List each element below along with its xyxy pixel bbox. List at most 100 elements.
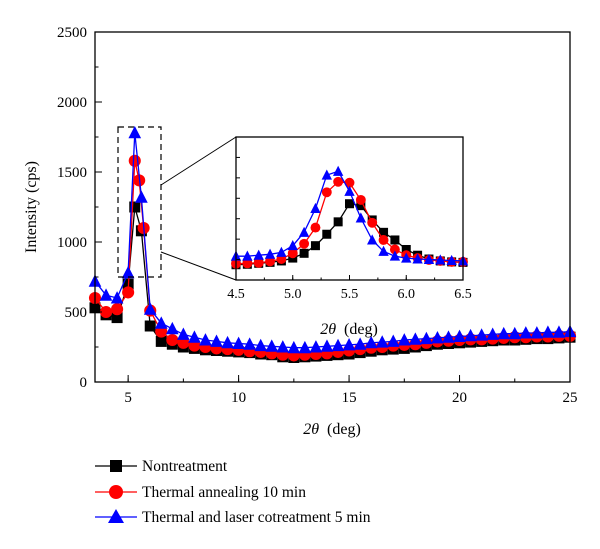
main-data-point — [442, 330, 455, 343]
main-data-point — [331, 338, 345, 352]
main-data-point — [287, 340, 301, 354]
main-x-tick-label: 25 — [563, 390, 578, 406]
inset-axis-ticks: 4.5 5.0 5.5 6.0 6.5 — [227, 156, 472, 302]
inset-data-point — [253, 249, 264, 260]
inset-data-point — [253, 257, 264, 268]
zoom-region-box — [117, 126, 162, 278]
main-data-point — [122, 286, 135, 299]
main-data-point — [135, 190, 148, 203]
inset-data-point — [390, 235, 400, 245]
legend-square-marker — [110, 460, 122, 472]
inset-data-point — [310, 222, 321, 233]
inset-data-point — [389, 244, 400, 255]
main-data-point — [188, 330, 201, 343]
main-data-point — [519, 326, 533, 339]
inset-data-point — [298, 226, 310, 237]
inset-series-group — [230, 165, 469, 270]
inset-data-point — [378, 245, 389, 256]
inset-data-point — [299, 238, 310, 249]
legend-item-nontreatment: Nontreatment — [95, 458, 228, 475]
x-axis-symbol: 2θ — [303, 421, 319, 438]
main-axis-ticks: 5 10 15 20 25 0 500 1000 1500 2000 2500 — [57, 25, 578, 406]
main-data-point — [111, 312, 123, 324]
inset-data-point — [276, 246, 287, 257]
inset-data-point — [401, 244, 411, 254]
main-data-point — [265, 339, 279, 352]
main-y-tick-label: 1000 — [57, 235, 87, 251]
legend: Nontreatment Thermal annealing 10 min Th… — [95, 458, 371, 526]
main-plot-area: 5 10 15 20 25 0 500 1000 1500 2000 2500 Intensity … — [23, 25, 578, 438]
main-data-point — [530, 326, 544, 339]
main-data-point — [431, 331, 444, 344]
inset-data-point — [355, 194, 366, 205]
inset-data-point — [299, 248, 309, 258]
inset-x-tick-label: 6.5 — [454, 287, 472, 302]
main-data-point — [541, 325, 555, 338]
inset-data-point — [412, 253, 423, 264]
inset-x-tick-label: 4.5 — [227, 287, 245, 302]
main-data-point — [121, 265, 135, 279]
inset-data-point — [287, 248, 298, 259]
main-data-point — [342, 338, 356, 351]
main-data-point — [375, 335, 389, 348]
main-data-point — [254, 338, 268, 352]
legend-triangle-marker — [108, 509, 124, 523]
inset-data-point — [264, 248, 276, 259]
inset-data-point — [242, 250, 253, 261]
inset-plot-area: 4.5 5.0 5.5 6.0 6.5 2θ (deg) — [227, 136, 472, 338]
main-data-point — [154, 316, 168, 329]
inset-data-point — [423, 253, 435, 265]
main-y-tick-label: 500 — [65, 305, 88, 321]
main-data-point — [232, 336, 245, 349]
inset-x-axis-symbol: 2θ — [320, 321, 336, 338]
inset-x-tick-label: 5.0 — [284, 287, 302, 302]
main-data-point — [110, 291, 124, 304]
zoom-indicator — [117, 126, 237, 281]
inset-data-point — [367, 234, 378, 245]
inset-data-point — [435, 254, 446, 265]
main-x-tick-label: 15 — [342, 390, 357, 406]
inset-data-point — [333, 176, 344, 187]
main-data-point — [364, 335, 378, 349]
main-data-point — [155, 335, 167, 347]
main-series-group — [88, 125, 577, 363]
main-data-point — [99, 288, 113, 301]
legend-item-thermal-annealing: Thermal annealing 10 min — [95, 484, 306, 501]
inset-data-point — [242, 258, 253, 269]
inset-data-point — [344, 177, 355, 188]
legend-label-thermal-laser: Thermal and laser cotreatment 5 min — [142, 509, 371, 526]
inset-x-axis-title: 2θ (deg) — [320, 321, 378, 338]
inset-x-tick-label: 5.5 — [341, 287, 359, 302]
main-data-point — [199, 333, 212, 346]
main-data-point — [129, 201, 141, 213]
inset-data-point — [379, 227, 389, 237]
main-data-point — [464, 328, 477, 342]
main-data-point — [166, 333, 179, 347]
main-data-point — [166, 321, 179, 335]
main-data-point — [99, 305, 113, 319]
main-data-point — [453, 329, 466, 342]
main-data-point — [243, 337, 256, 350]
main-data-point — [276, 340, 290, 353]
inset-data-point — [322, 229, 332, 239]
main-data-point — [128, 125, 142, 139]
main-data-point — [475, 328, 488, 341]
main-y-tick-label: 0 — [80, 375, 88, 391]
main-data-point — [386, 334, 400, 347]
main-x-tick-label: 10 — [231, 390, 246, 406]
inset-series-thermal-and-laser-cotreatment-5-min — [230, 165, 469, 266]
inset-data-point — [344, 185, 355, 196]
main-data-point — [111, 303, 124, 316]
main-y-tick-label: 2500 — [57, 25, 87, 41]
legend-label-nontreatment: Nontreatment — [142, 458, 228, 475]
zoom-connector-bottom — [160, 251, 237, 281]
y-axis-title: Intensity (cps) — [23, 161, 40, 253]
inset-data-point — [367, 217, 378, 228]
inset-data-point — [356, 201, 366, 211]
main-data-point — [409, 332, 422, 345]
inset-data-point — [265, 256, 275, 267]
inset-data-point — [345, 199, 354, 209]
inset-data-point — [355, 212, 367, 223]
inset-data-point — [389, 250, 401, 261]
